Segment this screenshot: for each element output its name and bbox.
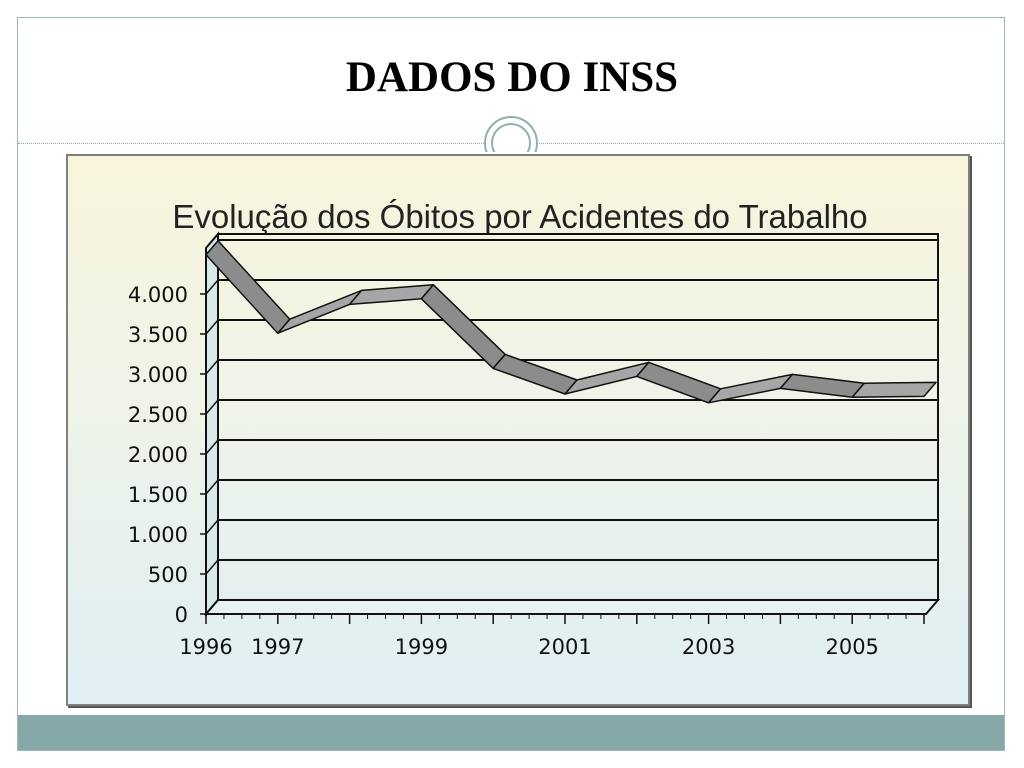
gridline-side [205, 359, 219, 375]
line-chart: Evolução dos Óbitos por Acidentes do Tra… [128, 198, 941, 659]
y-axis: 0 500 1.000 1.500 2.000 2.500 3.000 3.500 4.000 [128, 248, 207, 627]
chart-gridlines [205, 239, 938, 615]
x-tick-label: 2005 [825, 635, 878, 659]
gridline-side [205, 519, 219, 535]
series-segment [277, 289, 363, 334]
x-tick-label: 1996 [179, 635, 232, 659]
chart-panel: Evolução dos Óbitos por Acidentes do Tra… [66, 154, 970, 706]
series-segment [564, 361, 650, 395]
series-segment [348, 284, 435, 306]
y-tick-label: 3.000 [128, 363, 188, 387]
floor [203, 599, 941, 615]
gridline-side [205, 599, 219, 615]
gridline-side [205, 319, 219, 335]
y-tick-label: 500 [148, 563, 188, 587]
y-tick-label: 4.000 [128, 283, 188, 307]
gridline-side [205, 439, 219, 455]
chart-series-ribbon [205, 240, 937, 404]
slide-title: DADOS DO INSS [345, 54, 679, 101]
series-segment [851, 381, 937, 398]
y-tick-label: 2.500 [128, 403, 188, 427]
chart-title: Evolução dos Óbitos por Acidentes do Tra… [172, 198, 867, 235]
y-tick-label: 1.500 [128, 483, 188, 507]
gridline-side [205, 479, 219, 495]
series-segment [636, 361, 722, 404]
x-tick-label: 1999 [395, 635, 448, 659]
y-tick-label: 1.000 [128, 523, 188, 547]
y-tick-label: 3.500 [128, 323, 188, 347]
y-tick-label: 2.000 [128, 443, 188, 467]
gridline-side [205, 279, 219, 295]
x-axis: 1996 1997 1999 2001 2003 2005 [179, 613, 926, 659]
series-segment [779, 373, 865, 398]
footer-bar [18, 715, 1004, 750]
x-tick-label: 2001 [538, 635, 591, 659]
x-tick-label: 1997 [251, 635, 304, 659]
gridline-side [205, 399, 219, 415]
back-wall [217, 233, 939, 601]
gridline-side [205, 559, 219, 575]
x-tick-label: 2003 [682, 635, 735, 659]
chart-walls [203, 231, 941, 617]
series-segment [420, 284, 506, 370]
y-tick-label: 0 [175, 603, 188, 627]
